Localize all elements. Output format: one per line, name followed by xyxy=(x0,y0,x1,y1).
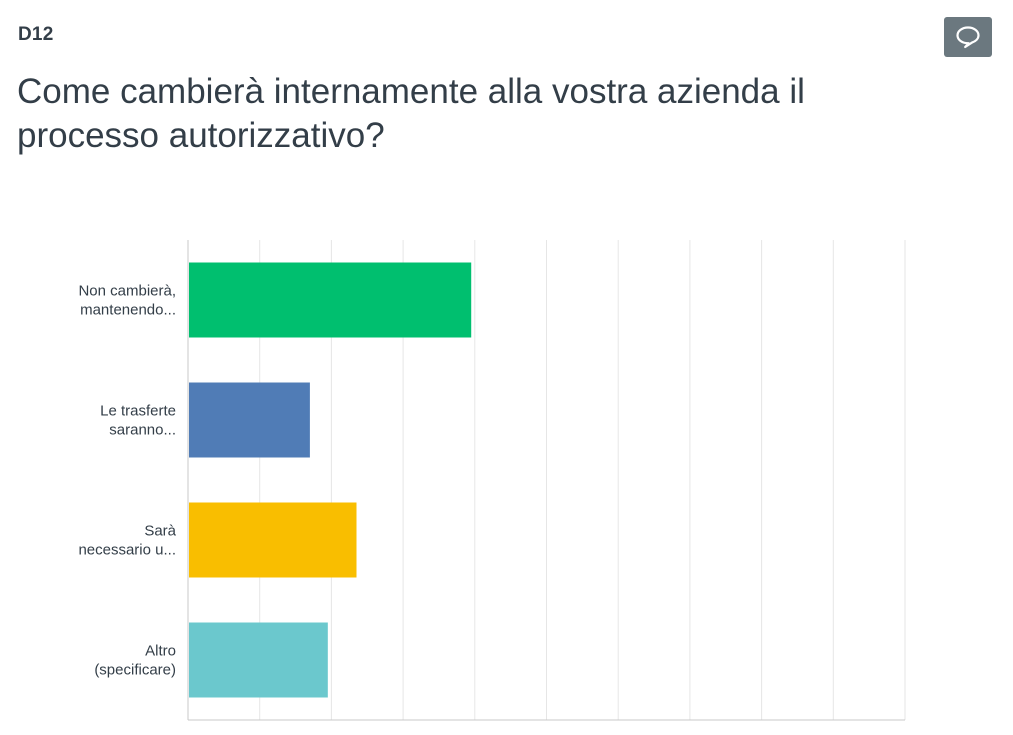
category-label-line: saranno... xyxy=(109,422,176,439)
category-label-3: Altro (specificare) xyxy=(94,643,176,679)
bar-layer xyxy=(189,262,472,698)
category-label-line: Non cambierà, xyxy=(78,283,176,300)
category-label-line: necessario u... xyxy=(78,542,176,559)
bar-1[interactable] xyxy=(189,382,310,458)
speech-bubble-icon xyxy=(956,26,980,49)
question-title: Come cambierà internamente alla vostra a… xyxy=(17,72,805,155)
category-label-line: Sarà xyxy=(144,523,176,540)
bar-3[interactable] xyxy=(189,622,328,698)
bar-0[interactable] xyxy=(189,262,472,338)
category-label-line: mantenendo... xyxy=(80,302,176,319)
question-number: D12 xyxy=(18,24,54,45)
category-label-layer: Non cambierà, mantenendo... Le trasferte sa… xyxy=(78,283,176,679)
category-label-line: Le trasferte xyxy=(100,403,176,420)
category-label-0: Non cambierà, mantenendo... xyxy=(78,283,176,319)
bar-2[interactable] xyxy=(189,502,357,578)
category-label-line: (specificare) xyxy=(94,662,176,679)
category-label-2: Sarà necessario u... xyxy=(78,523,176,559)
comment-button[interactable] xyxy=(944,17,992,57)
category-label-1: Le trasferte saranno... xyxy=(100,403,176,439)
category-label-line: Altro xyxy=(145,643,176,660)
